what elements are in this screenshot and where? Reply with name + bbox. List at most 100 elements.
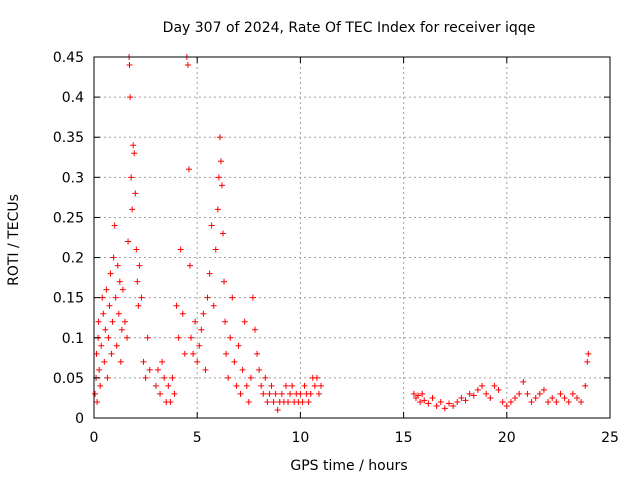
data-point (520, 378, 527, 385)
data-point (152, 382, 159, 389)
chart-title: Day 307 of 2024, Rate Of TEC Index for r… (163, 20, 536, 36)
data-point (190, 350, 197, 357)
data-point (169, 374, 176, 381)
data-point (99, 294, 106, 301)
data-point (185, 166, 192, 173)
data-point (245, 398, 252, 405)
data-point (96, 366, 103, 373)
data-point (173, 302, 180, 309)
data-point (524, 390, 531, 397)
data-point (95, 318, 102, 325)
data-point (146, 366, 153, 373)
data-point (108, 350, 115, 357)
data-point (116, 278, 123, 285)
data-point (483, 390, 490, 397)
y-tick-label: 0.1 (62, 331, 84, 347)
data-point (270, 398, 277, 405)
data-point (578, 398, 585, 405)
data-point (132, 190, 139, 197)
data-point (512, 394, 519, 401)
data-point (165, 382, 172, 389)
data-point (222, 318, 229, 325)
data-point (171, 390, 178, 397)
data-point (227, 334, 234, 341)
y-tick-label: 0.35 (53, 130, 84, 146)
data-point (495, 386, 502, 393)
data-point (200, 310, 207, 317)
data-point (206, 270, 213, 277)
data-point (154, 366, 161, 373)
data-point (421, 397, 428, 404)
data-point (102, 326, 109, 333)
data-point (94, 398, 101, 405)
data-point (585, 350, 592, 357)
data-point (110, 254, 117, 261)
data-point (113, 342, 120, 349)
data-point (208, 222, 215, 229)
data-point (229, 294, 236, 301)
data-point (241, 318, 248, 325)
data-point (258, 382, 265, 389)
data-point (318, 382, 325, 389)
data-point (266, 390, 273, 397)
data-point (441, 405, 448, 412)
data-point (311, 382, 318, 389)
x-tick-label: 15 (395, 430, 413, 446)
data-point (274, 406, 281, 413)
data-point (264, 398, 271, 405)
y-tick-label: 0.3 (62, 170, 84, 186)
y-tick-label: 0.15 (53, 291, 84, 307)
data-point (301, 382, 308, 389)
data-points (92, 54, 592, 413)
data-point (125, 238, 132, 245)
data-point (299, 398, 306, 405)
data-point (251, 326, 258, 333)
data-point (582, 382, 589, 389)
data-point (425, 400, 432, 407)
data-point (184, 62, 191, 69)
data-point (134, 278, 141, 285)
y-axis-label: ROTI / TECUs (6, 194, 22, 286)
y-tick-label: 0.25 (53, 210, 84, 226)
data-point (129, 206, 136, 213)
data-point (216, 134, 223, 141)
data-point (419, 390, 426, 397)
data-point (462, 397, 469, 404)
data-point (177, 246, 184, 253)
data-point (144, 334, 151, 341)
data-point (111, 222, 118, 229)
data-point (458, 394, 465, 401)
data-point (297, 390, 304, 397)
data-point (179, 310, 186, 317)
data-point (188, 334, 195, 341)
data-point (417, 398, 424, 405)
data-point (466, 390, 473, 397)
data-point (307, 390, 314, 397)
data-point (278, 390, 285, 397)
data-point (233, 382, 240, 389)
data-point (249, 294, 256, 301)
data-point (491, 382, 498, 389)
data-point (584, 358, 591, 365)
y-tick-label: 0.05 (53, 371, 84, 387)
data-point (256, 366, 263, 373)
x-tick-label: 25 (601, 430, 619, 446)
data-point (254, 350, 261, 357)
data-point (260, 390, 267, 397)
data-point (126, 62, 133, 69)
data-point (474, 386, 481, 393)
x-axis-label: GPS time / hours (290, 458, 407, 474)
data-point (487, 394, 494, 401)
data-point (130, 142, 137, 149)
data-point (289, 382, 296, 389)
data-point (239, 366, 246, 373)
data-point (140, 358, 147, 365)
data-point (503, 402, 510, 409)
data-point (114, 262, 121, 269)
data-point (287, 390, 294, 397)
data-point (133, 246, 140, 253)
data-point (210, 302, 217, 309)
data-point (507, 398, 514, 405)
y-tick-label: 0.4 (62, 90, 84, 106)
